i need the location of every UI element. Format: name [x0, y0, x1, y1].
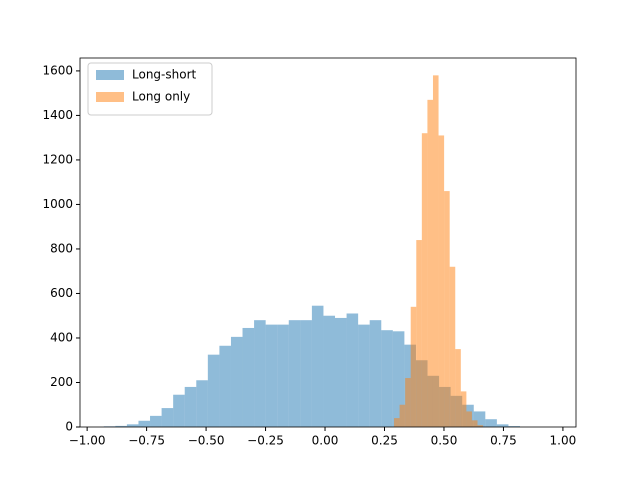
x-tick-label: 0.75: [490, 434, 517, 448]
histogram-bar: [466, 411, 472, 427]
histogram-bar: [485, 419, 497, 427]
histogram-bar: [115, 425, 127, 427]
x-tick-label: −0.75: [128, 434, 165, 448]
plot-frame: [79, 57, 577, 428]
histogram-bar: [455, 349, 461, 427]
histogram-bar: [432, 75, 439, 427]
x-tick-label: 0.50: [431, 434, 458, 448]
histogram-bar: [399, 404, 406, 427]
histogram-bar: [394, 418, 400, 427]
x-tick-label: 0.25: [371, 434, 398, 448]
histogram-bar: [421, 133, 428, 427]
histogram-bar: [311, 305, 324, 427]
histogram-bar: [242, 327, 255, 427]
legend-label: Long only: [132, 90, 190, 104]
y-tick-label: 1600: [42, 63, 73, 77]
histogram-bar: [277, 324, 289, 427]
histogram-bar: [358, 324, 370, 427]
legend: Long-short Long only: [87, 62, 213, 116]
histogram-bar: [369, 320, 382, 427]
histogram-bar: [471, 420, 478, 427]
y-tick-label: 0: [65, 420, 73, 434]
x-tick-label: 1.00: [550, 434, 577, 448]
histogram-bar: [416, 240, 422, 427]
histogram-bar: [392, 331, 405, 427]
legend-swatch: [96, 92, 124, 102]
histogram-bar: [438, 135, 445, 427]
histogram-bar: [410, 306, 417, 427]
histogram-bar: [323, 315, 336, 427]
histogram-bar: [335, 317, 347, 427]
histogram-bar: [449, 266, 456, 427]
histogram-bar: [254, 320, 266, 427]
y-tick-label: 1200: [42, 152, 73, 166]
histogram-bar: [300, 320, 312, 427]
legend-swatch: [96, 70, 124, 80]
y-tick-label: 200: [50, 375, 73, 389]
histogram-bar: [381, 330, 393, 427]
histogram-bar: [196, 380, 208, 427]
y-tick-label: 800: [50, 241, 73, 255]
histogram-bar: [265, 324, 278, 427]
histogram-bar: [444, 191, 450, 427]
y-tick-label: 1400: [42, 108, 73, 122]
histogram-bar: [184, 386, 197, 427]
histogram-bar: [207, 354, 220, 427]
histogram-bar: [150, 415, 162, 427]
x-tick-label: −0.25: [247, 434, 284, 448]
histogram-bar: [496, 424, 509, 427]
x-tick-label: −1.00: [69, 434, 106, 448]
histogram-bar: [138, 420, 151, 427]
histogram-bar: [346, 313, 359, 427]
histogram-bar: [427, 99, 433, 428]
y-tick-label: 600: [50, 286, 73, 300]
histogram-bar: [477, 425, 484, 427]
histogram-bar: [161, 408, 174, 427]
y-tick-label: 400: [50, 330, 73, 344]
histogram-bar: [508, 426, 521, 427]
legend-label: Long-short: [132, 68, 197, 82]
histogram-bar: [460, 391, 467, 427]
histogram-bar: [405, 378, 411, 427]
x-tick-label: −0.50: [188, 434, 225, 448]
histogram-bar: [230, 336, 243, 427]
y-tick-label: 1000: [42, 197, 73, 211]
histogram-bar: [288, 320, 301, 427]
x-tick-label: 0.00: [312, 434, 339, 448]
histogram-bar: [126, 424, 139, 427]
histogram-bar: [219, 345, 231, 427]
histogram-bar: [173, 394, 185, 427]
histogram-bar: [473, 411, 486, 427]
